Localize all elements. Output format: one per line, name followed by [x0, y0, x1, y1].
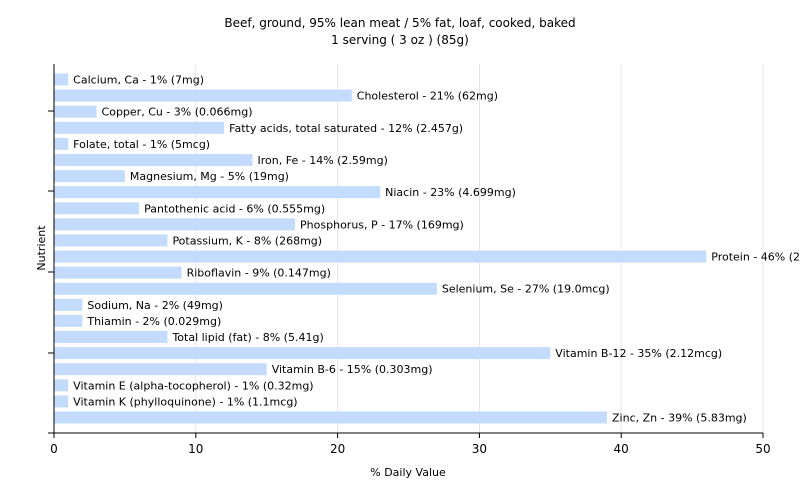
bar-label: Protein - 46% (23.21g)	[711, 251, 800, 264]
bar-label: Vitamin K (phylloquinone) - 1% (1.1mcg)	[73, 395, 297, 408]
bar	[54, 137, 69, 150]
bar-label: Pantothenic acid - 6% (0.555mg)	[144, 202, 325, 215]
bar-label: Copper, Cu - 3% (0.066mg)	[102, 106, 253, 119]
bar-label: Total lipid (fat) - 8% (5.41g)	[171, 331, 323, 344]
bar	[54, 89, 352, 102]
bar	[54, 186, 381, 199]
x-tick-label: 40	[614, 442, 629, 456]
bar	[54, 234, 168, 247]
bar-label: Sodium, Na - 2% (49mg)	[87, 299, 223, 312]
bar	[54, 218, 296, 231]
bar	[54, 73, 69, 86]
y-axis-label: Nutrient	[35, 225, 48, 271]
bar	[54, 105, 97, 118]
axes-group	[48, 64, 763, 434]
bar	[54, 411, 608, 424]
bar-label: Magnesium, Mg - 5% (19mg)	[130, 170, 289, 183]
chart-title: Beef, ground, 95% lean meat / 5% fat, lo…	[224, 16, 575, 30]
bar	[54, 395, 69, 408]
bar	[54, 266, 182, 279]
bar-label: Phosphorus, P - 17% (169mg)	[300, 218, 464, 231]
bar-label: Thiamin - 2% (0.029mg)	[86, 315, 221, 328]
bar	[54, 314, 83, 327]
x-axis-label: % Daily Value	[370, 466, 446, 479]
x-tick-label: 30	[472, 442, 487, 456]
bar	[54, 282, 437, 295]
bar	[54, 202, 140, 215]
bar	[54, 250, 707, 263]
bar-label: Potassium, K - 8% (268mg)	[172, 234, 322, 247]
x-ticks-group: 0 10 20 30 40 50	[50, 433, 771, 456]
gridlines	[195, 64, 764, 433]
x-tick-label: 10	[188, 442, 203, 456]
bar	[54, 347, 551, 360]
bar	[54, 331, 168, 344]
bar	[54, 170, 125, 183]
bar-label: Folate, total - 1% (5mcg)	[73, 138, 210, 151]
chart-subtitle: 1 serving ( 3 oz ) (85g)	[331, 33, 469, 47]
bar-label: Riboflavin - 9% (0.147mg)	[187, 267, 331, 280]
bar-label: Cholesterol - 21% (62mg)	[357, 90, 498, 103]
bar-label: Calcium, Ca - 1% (7mg)	[73, 74, 204, 87]
bar	[54, 298, 83, 311]
x-tick-label: 0	[50, 442, 58, 456]
bar-label: Vitamin B-6 - 15% (0.303mg)	[272, 363, 433, 376]
bar	[54, 121, 225, 134]
bar-label: Fatty acids, total saturated - 12% (2.45…	[229, 122, 463, 135]
bar	[54, 379, 69, 392]
bars-group: Calcium, Ca - 1% (7mg) Cholesterol - 21% …	[54, 73, 800, 425]
bar	[54, 153, 253, 166]
bar-label: Iron, Fe - 14% (2.59mg)	[258, 154, 388, 167]
bar-label: Zinc, Zn - 39% (5.83mg)	[612, 412, 747, 425]
x-tick-label: 20	[330, 442, 345, 456]
x-tick-label: 50	[755, 442, 770, 456]
bar-label: Vitamin E (alpha-tocopherol) - 1% (0.32m…	[73, 379, 313, 392]
bar-label: Vitamin B-12 - 35% (2.12mcg)	[555, 347, 722, 360]
bar	[54, 363, 267, 376]
bar-label: Niacin - 23% (4.699mg)	[385, 186, 516, 199]
bar-label: Selenium, Se - 27% (19.0mcg)	[442, 283, 610, 296]
